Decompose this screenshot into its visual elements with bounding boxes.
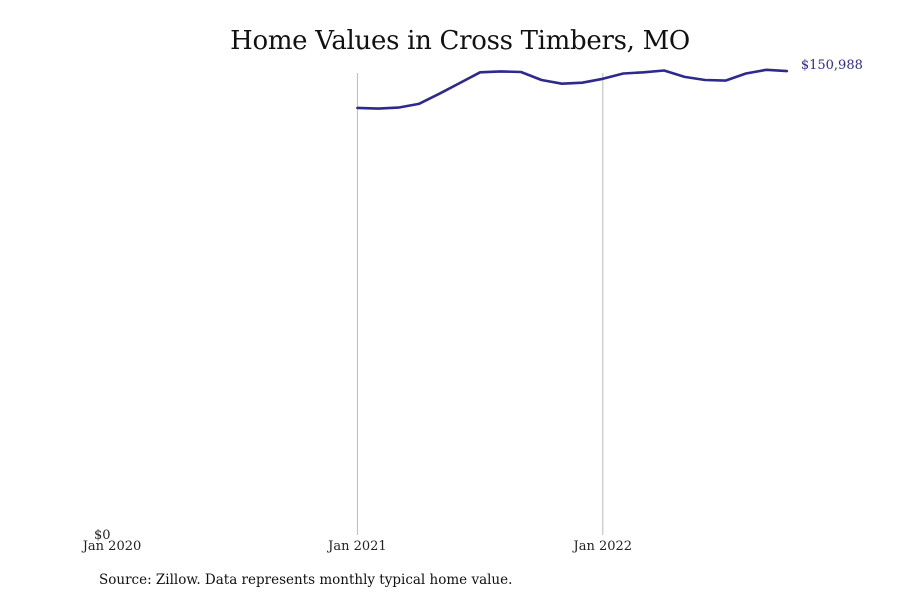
grid-lines: [356, 73, 604, 535]
x-axis-ticks: Jan 2020 Jan 2021 Jan 2022: [81, 539, 632, 554]
y-tick-label: $0: [94, 528, 111, 543]
y-axis-ticks: $0: [94, 528, 111, 543]
series-layer: [356, 68, 789, 110]
end-value-label: $150,988: [801, 58, 863, 73]
x-tick-label: Jan 2021: [326, 539, 387, 554]
series-line: [356, 68, 789, 110]
x-tick-label: Jan 2022: [572, 539, 633, 554]
x-tick-label: Jan 2020: [81, 539, 142, 554]
end-label-layer: $150,988: [801, 58, 863, 73]
chart-title: Home Values in Cross Timbers, MO: [230, 26, 690, 56]
source-note: Source: Zillow. Data represents monthly …: [99, 572, 513, 588]
